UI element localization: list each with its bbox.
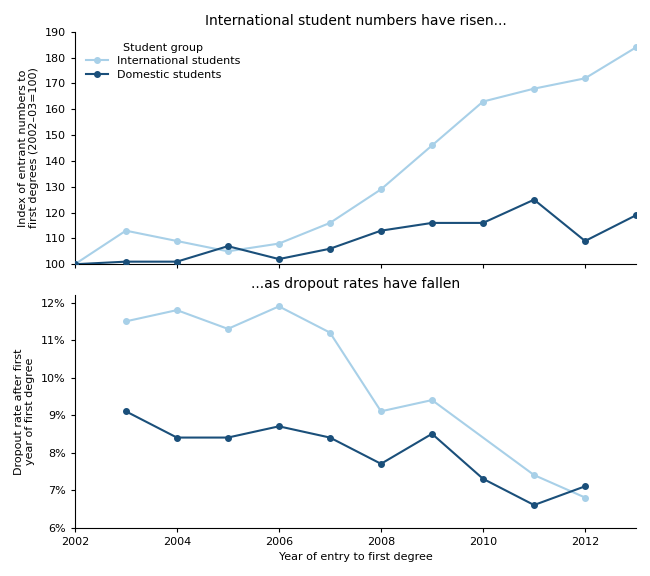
Line: Domestic students: Domestic students [72, 197, 639, 267]
International students [632, 44, 640, 51]
Domestic students [122, 258, 130, 265]
International students [275, 240, 283, 247]
Title: International student numbers have risen...: International student numbers have risen… [205, 14, 506, 28]
International students [581, 75, 589, 82]
Domestic students [224, 242, 232, 249]
International students [173, 237, 181, 244]
International students [326, 219, 334, 226]
International students [377, 186, 385, 193]
Domestic students [581, 237, 589, 244]
Domestic students [428, 219, 436, 226]
International students [224, 248, 232, 255]
Y-axis label: Index of entrant numbers to
first degrees (2002–03=100): Index of entrant numbers to first degree… [18, 67, 39, 229]
International students [428, 142, 436, 149]
Domestic students [479, 219, 487, 226]
International students [530, 85, 538, 92]
Domestic students [71, 261, 79, 268]
Domestic students [530, 196, 538, 203]
International students [71, 261, 79, 268]
X-axis label: Year of entry to first degree: Year of entry to first degree [279, 552, 432, 562]
Domestic students [632, 212, 640, 219]
Y-axis label: Dropout rate after first
year of first degree: Dropout rate after first year of first d… [14, 348, 36, 475]
International students [122, 227, 130, 234]
Title: ...as dropout rates have fallen: ...as dropout rates have fallen [251, 277, 460, 291]
International students [479, 98, 487, 105]
Legend: International students, Domestic students: International students, Domestic student… [81, 37, 246, 85]
Domestic students [326, 245, 334, 252]
Domestic students [275, 256, 283, 263]
Domestic students [377, 227, 385, 234]
Line: International students: International students [72, 44, 639, 267]
Domestic students [173, 258, 181, 265]
